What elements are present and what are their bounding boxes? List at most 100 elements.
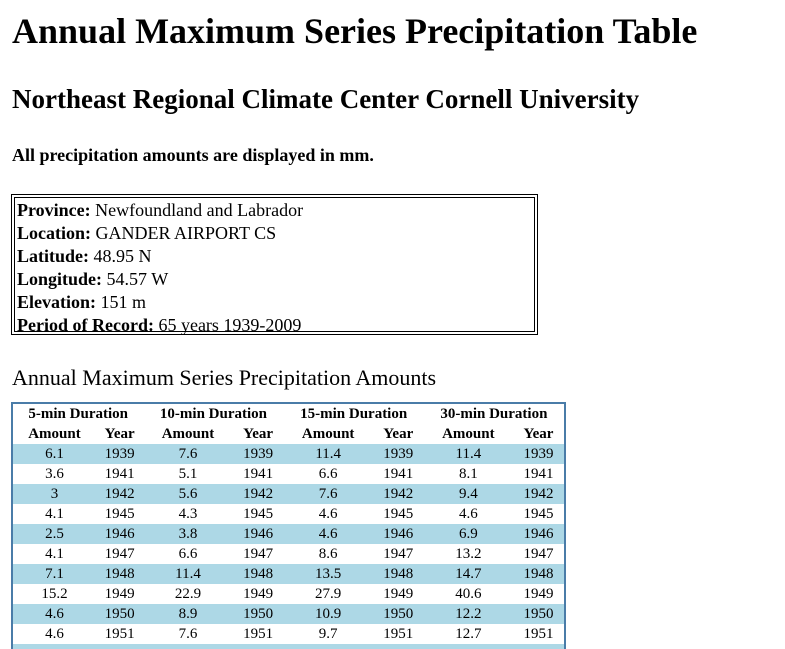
period-label: Period of Record: [17, 315, 154, 335]
table-cell: 1939 [232, 444, 284, 464]
table-cell: 1946 [372, 524, 424, 544]
duration-header: 10-min Duration [159, 406, 268, 422]
table-cell: 40.6 [455, 586, 482, 602]
table-cell: 4.3 [178, 506, 198, 522]
table-cell: 1939 [372, 444, 424, 464]
table-cell: 9.7 [318, 626, 338, 642]
table-cell: 11.4 [423, 444, 513, 464]
table-cell [423, 644, 513, 649]
duration-header: 15-min Duration [300, 406, 408, 422]
table-cell: 1941 [523, 466, 554, 482]
table-cell: 4.1 [45, 546, 64, 562]
table-row: 4.6 1950 8.9 1950 10.9 1950 12.2 1950 [13, 604, 564, 624]
column-header: Amount [28, 426, 81, 442]
units-note: All precipitation amounts are displayed … [12, 145, 374, 165]
table-cell: 13.5 [283, 564, 373, 584]
table-cell [232, 644, 284, 649]
table-cell: 1951 [523, 626, 554, 642]
elevation-label: Elevation: [17, 292, 96, 312]
column-header: Amount [301, 426, 355, 442]
table-cell [512, 644, 564, 649]
table-cell: 12.7 [455, 626, 482, 642]
table-cell [95, 644, 144, 649]
table-cell: 4.6 [458, 506, 478, 522]
column-header: Amount [161, 426, 215, 442]
table-cell: 1942 [232, 484, 284, 504]
precipitation-table: 5-min Duration 10-min Duration 15-min Du… [13, 404, 564, 649]
table-cell: 1942 [95, 484, 144, 504]
table-cell: 1942 [512, 484, 564, 504]
table-cell: 3.6 [45, 466, 64, 482]
location-value: GANDER AIRPORT CS [95, 223, 277, 243]
latitude-row: Latitude: 48.95 N [17, 245, 534, 268]
table-cell: 1951 [104, 626, 135, 642]
table-cell: 1951 [243, 626, 274, 642]
province-row: Province: Newfoundland and Labrador [17, 199, 534, 222]
province-label: Province: [17, 200, 91, 220]
table-cell: 11.4 [143, 564, 233, 584]
table-cell: 7.1 [13, 564, 96, 584]
table-cell: 13.2 [455, 546, 482, 562]
table-cell: 1947 [243, 546, 274, 562]
table-cell: 1945 [243, 506, 274, 522]
duration-header-row: 5-min Duration 10-min Duration 15-min Du… [13, 404, 564, 424]
table-cell: 12.2 [423, 604, 513, 624]
station-info-inner: Province: Newfoundland and Labrador Loca… [14, 197, 535, 335]
table-cell: 15.2 [41, 586, 68, 602]
table-cell: 1945 [104, 506, 135, 522]
table-cell: 4.6 [283, 524, 373, 544]
table-cell: 1950 [512, 604, 564, 624]
table-cell: 3 [13, 484, 96, 504]
column-header-row: Amount Year Amount Year Amount Year Amou… [13, 424, 564, 444]
latitude-value: 48.95 N [93, 246, 152, 266]
page-title: Annual Maximum Series Precipitation Tabl… [12, 11, 698, 51]
table-cell: 9.4 [423, 484, 513, 504]
table-body: 6.1 1939 7.6 1939 11.4 1939 11.4 1939 3.… [13, 444, 564, 649]
column-header: Year [523, 426, 554, 442]
table-cell: 1950 [95, 604, 144, 624]
table-cell: 1949 [104, 586, 135, 602]
table-cell: 4.6 [45, 626, 64, 642]
table-row-partial [13, 644, 564, 649]
table-cell: 6.1 [13, 444, 96, 464]
table-row: 15.2 1949 22.9 1949 27.9 1949 40.6 1949 [13, 584, 564, 604]
table-cell: 5.6 [143, 484, 233, 504]
table-row: 6.1 1939 7.6 1939 11.4 1939 11.4 1939 [13, 444, 564, 464]
table-row: 4.1 1947 6.6 1947 8.6 1947 13.2 1947 [13, 544, 564, 564]
table-row: 7.1 1948 11.4 1948 13.5 1948 14.7 1948 [13, 564, 564, 584]
table-cell: 1951 [383, 626, 414, 642]
table-cell: 1948 [512, 564, 564, 584]
table-cell: 4.6 [13, 604, 96, 624]
table-cell: 1939 [95, 444, 144, 464]
table-cell: 1948 [372, 564, 424, 584]
table-cell: 6.6 [318, 466, 338, 482]
duration-header: 30-min Duration [440, 406, 548, 422]
table-cell: 1948 [232, 564, 284, 584]
longitude-label: Longitude: [17, 269, 103, 289]
table-cell: 22.9 [174, 586, 202, 602]
table-cell [143, 644, 233, 649]
table-cell: 8.9 [143, 604, 233, 624]
table-cell: 7.6 [178, 626, 198, 642]
table-row: 3.6 1941 5.1 1941 6.6 1941 8.1 1941 [13, 464, 564, 484]
column-header: Year [243, 426, 274, 442]
table-cell: 8.1 [458, 466, 478, 482]
table-cell: 11.4 [283, 444, 373, 464]
table-cell: 14.7 [423, 564, 513, 584]
table-cell: 1946 [95, 524, 144, 544]
table-cell: 8.6 [318, 546, 338, 562]
precipitation-table-container: 5-min Duration 10-min Duration 15-min Du… [11, 402, 566, 649]
table-cell: 7.6 [143, 444, 233, 464]
longitude-row: Longitude: 54.57 W [17, 268, 534, 291]
table-cell: 1950 [372, 604, 424, 624]
table-cell: 1939 [512, 444, 564, 464]
table-row: 2.5 1946 3.8 1946 4.6 1946 6.9 1946 [13, 524, 564, 544]
table-cell: 1947 [523, 546, 554, 562]
table-cell: 1947 [104, 546, 135, 562]
table-cell: 7.6 [283, 484, 373, 504]
elevation-row: Elevation: 151 m [17, 291, 534, 314]
province-value: Newfoundland and Labrador [95, 200, 304, 220]
table-cell: 1946 [512, 524, 564, 544]
table-cell: 1941 [104, 466, 135, 482]
table-cell: 1941 [383, 466, 414, 482]
